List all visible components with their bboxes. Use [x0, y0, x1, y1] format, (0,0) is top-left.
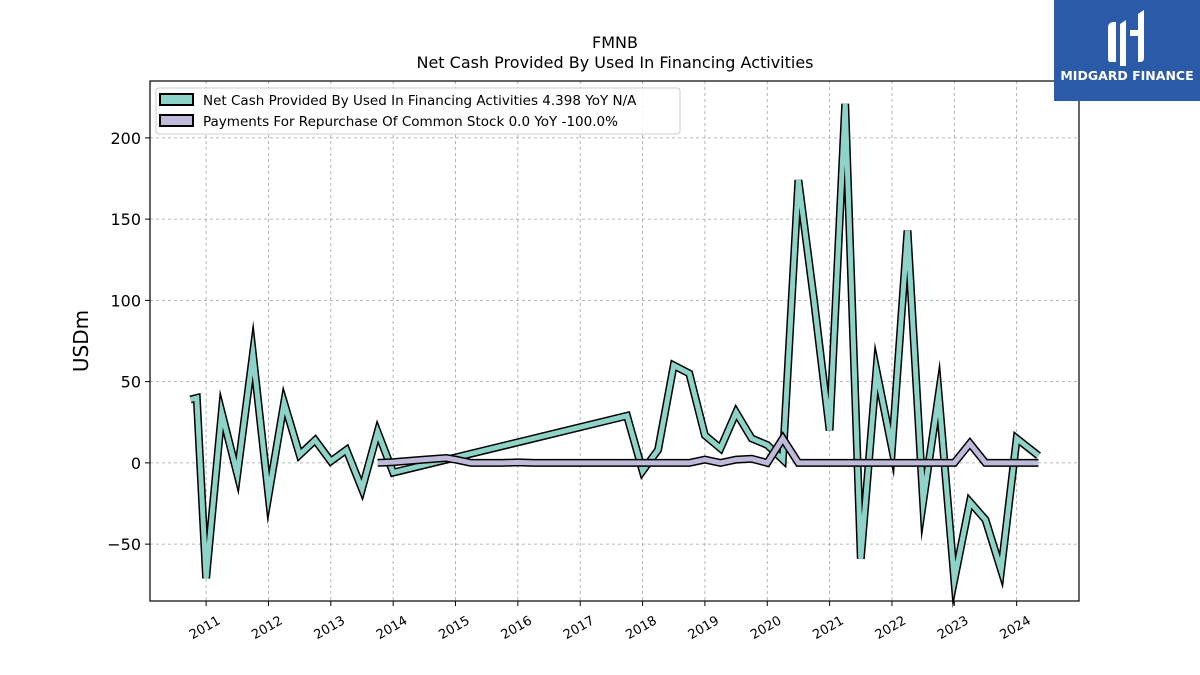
chart-title: FMNB	[592, 33, 638, 52]
y-tick-label: 150	[110, 210, 141, 229]
y-tick-label: 0	[131, 454, 141, 473]
legend-swatch-2	[159, 114, 194, 127]
legend-label-2: Payments For Repurchase Of Common Stock …	[203, 114, 618, 130]
x-tick-label: 2016	[499, 613, 535, 643]
legend-box	[155, 87, 681, 135]
x-tick-label: 2017	[561, 613, 597, 643]
y-axis-ticks: −50 0 50 100 150 200	[107, 129, 150, 554]
x-tick-label: 2021	[810, 613, 846, 643]
series-line-2	[377, 433, 1039, 466]
series-lines	[189, 103, 1041, 609]
midgard-logo-mark-icon	[1108, 10, 1144, 66]
y-tick-label: −50	[107, 535, 141, 554]
y-tick-label: 50	[121, 373, 141, 392]
series-outline-1	[189, 103, 1041, 609]
chart-subtitle: Net Cash Provided By Used In Financing A…	[416, 53, 813, 72]
series-line-1	[189, 103, 1041, 598]
y-tick-label: 200	[110, 129, 141, 148]
legend-swatch-1	[159, 93, 194, 106]
x-tick-label: 2013	[312, 613, 348, 643]
x-tick-label: 2011	[187, 613, 223, 643]
y-tick-label: 100	[110, 291, 141, 310]
x-tick-label: 2022	[873, 613, 909, 643]
plot-frame	[149, 80, 1080, 602]
x-tick-label: 2024	[997, 613, 1033, 643]
legend: Net Cash Provided By Used In Financing A…	[155, 87, 681, 135]
x-tick-label: 2012	[249, 613, 285, 643]
x-tick-label: 2014	[374, 613, 410, 643]
x-tick-label: 2023	[935, 613, 971, 643]
x-tick-label: 2015	[436, 613, 472, 643]
logo: MIDGARD FINANCE	[1054, 0, 1200, 101]
x-tick-label: 2018	[623, 613, 659, 643]
gridlines	[150, 81, 1079, 601]
logo-text: MIDGARD FINANCE	[1060, 68, 1194, 83]
legend-label-1: Net Cash Provided By Used In Financing A…	[203, 93, 637, 109]
y-axis-label: USDm	[69, 310, 93, 372]
x-axis-ticks: 2011 2012 2013 2014 2015 2016 2017 2018 2019 2020…	[187, 601, 1034, 643]
x-tick-label: 2020	[748, 613, 784, 643]
x-tick-label: 2019	[686, 613, 722, 643]
